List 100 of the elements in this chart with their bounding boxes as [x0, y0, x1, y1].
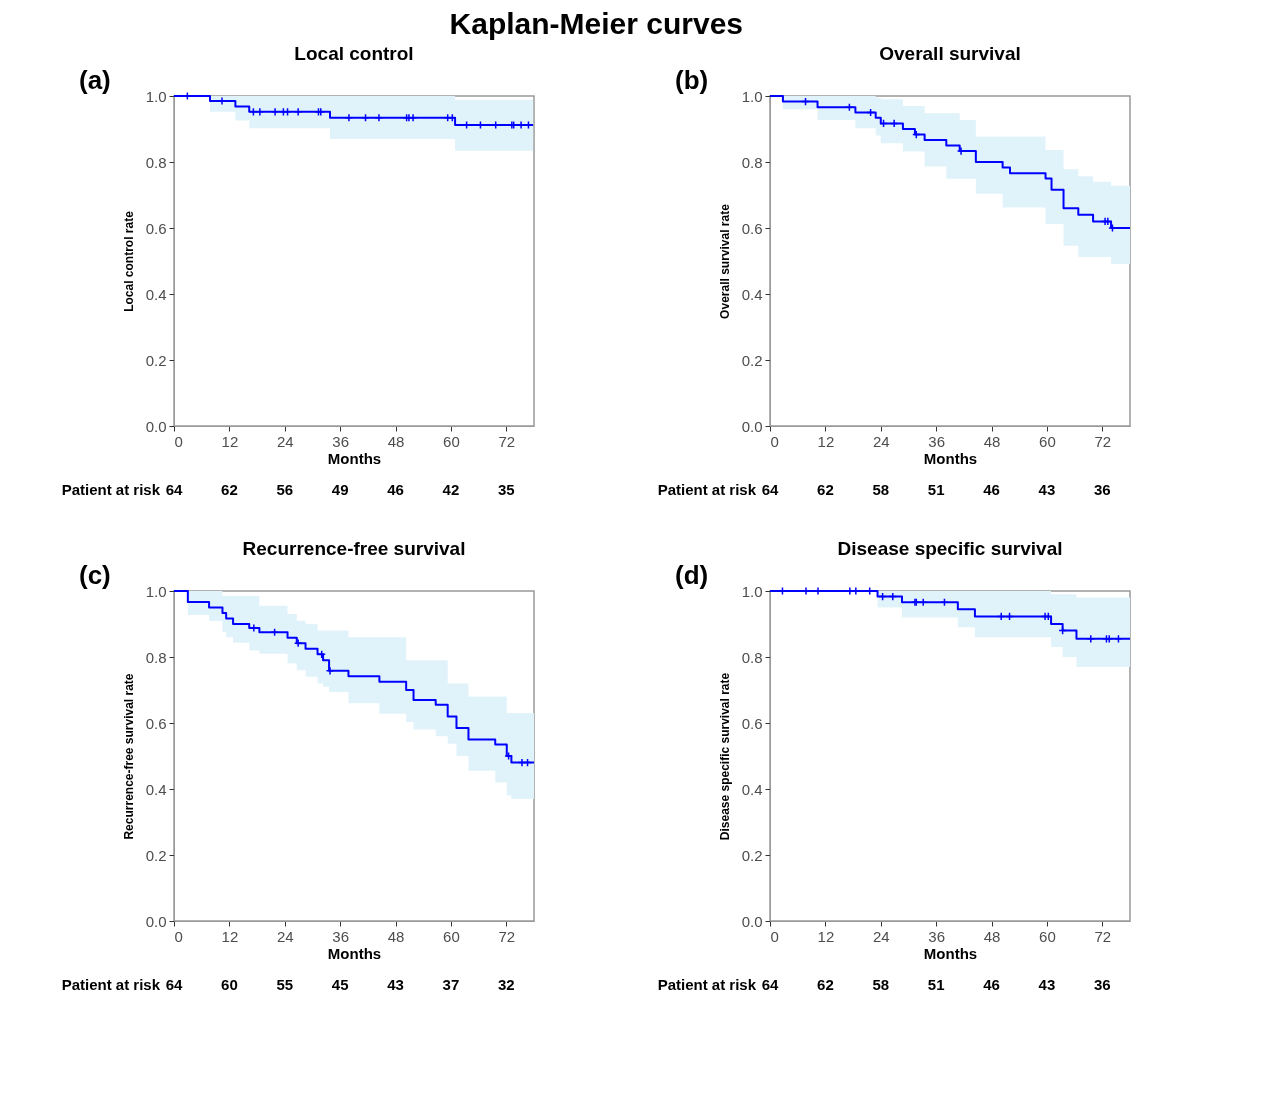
y-tick-label: 0.4 — [741, 780, 763, 798]
x-tick-label: 36 — [928, 432, 945, 450]
text: 49 — [331, 481, 349, 498]
x-tick-label: 12 — [817, 432, 835, 450]
x-tick-label: 72 — [498, 432, 516, 450]
text: 58 — [872, 976, 890, 993]
y-tick-label: 0.4 — [741, 285, 763, 303]
text: 32 — [497, 976, 515, 993]
text: Kaplan-Meier curves — [449, 7, 744, 41]
text: 46 — [387, 481, 404, 498]
chart-title: Disease specific survival — [837, 538, 1063, 559]
y-tick-label: 0.0 — [741, 417, 763, 435]
text: 58 — [872, 481, 890, 498]
x-tick-label: 48 — [387, 927, 405, 945]
y-tick-label: 0.8 — [741, 648, 763, 666]
x-tick-label: 48 — [983, 927, 1001, 945]
x-tick-label: 0 — [174, 432, 183, 450]
y-tick-label: 0.6 — [145, 219, 167, 237]
x-tick-label: 60 — [1039, 927, 1056, 945]
text: 64 — [165, 481, 183, 498]
text: 37 — [442, 976, 460, 993]
y-axis-title: Recurrence-free survival rate — [121, 673, 136, 840]
text: 43 — [1038, 976, 1056, 993]
text: Patient at risk — [657, 976, 757, 993]
y-axis-title: Local control rate — [121, 210, 136, 312]
text: 46 — [983, 481, 1000, 498]
text: Patient at risk — [657, 481, 757, 498]
text: (c) — [79, 560, 111, 590]
y-tick-label: 0.4 — [145, 780, 167, 798]
text: 43 — [1038, 481, 1056, 498]
y-tick-label: 0.6 — [741, 219, 763, 237]
y-tick-label: 0.8 — [145, 648, 167, 666]
text: 36 — [1093, 976, 1111, 993]
text: 43 — [387, 976, 404, 993]
x-tick-label: 24 — [872, 927, 890, 945]
x-tick-label: 36 — [332, 927, 349, 945]
x-tick-label: 60 — [1039, 432, 1056, 450]
x-tick-label: 36 — [332, 432, 349, 450]
x-tick-label: 60 — [443, 432, 460, 450]
x-tick-label: 0 — [174, 927, 183, 945]
text: 36 — [1093, 481, 1111, 498]
x-tick-label: 12 — [817, 927, 835, 945]
text: 35 — [497, 481, 515, 498]
y-tick-label: 0.0 — [145, 912, 167, 930]
x-tick-label: 24 — [276, 432, 294, 450]
x-tick-label: 24 — [872, 432, 890, 450]
text: Patient at risk — [61, 481, 161, 498]
y-tick-label: 1.0 — [741, 87, 763, 105]
x-axis-title: Months — [327, 944, 382, 962]
x-tick-label: 48 — [387, 432, 405, 450]
x-tick-label: 0 — [770, 927, 779, 945]
x-tick-label: 12 — [221, 432, 239, 450]
y-tick-label: 1.0 — [145, 87, 167, 105]
text: 51 — [927, 481, 945, 498]
text: 46 — [983, 976, 1000, 993]
chart-title: Local control — [294, 43, 414, 64]
text: 62 — [817, 481, 834, 498]
x-tick-label: 72 — [1094, 927, 1112, 945]
x-tick-label: 0 — [770, 432, 779, 450]
x-axis-title: Months — [923, 449, 978, 467]
x-tick-label: 48 — [983, 432, 1001, 450]
y-axis-title: Overall survival rate — [717, 203, 732, 319]
text: Patient at risk — [61, 976, 161, 993]
y-tick-label: 0.2 — [145, 846, 167, 864]
x-tick-label: 36 — [928, 927, 945, 945]
text: (b) — [675, 65, 709, 95]
y-tick-label: 1.0 — [145, 582, 167, 600]
text: 62 — [817, 976, 834, 993]
y-tick-label: 0.2 — [741, 846, 763, 864]
text: 60 — [221, 976, 238, 993]
y-tick-label: 1.0 — [741, 582, 763, 600]
y-tick-label: 0.2 — [145, 351, 167, 369]
y-tick-label: 0.0 — [741, 912, 763, 930]
text: 64 — [761, 481, 779, 498]
y-tick-label: 0.4 — [145, 285, 167, 303]
text: 62 — [221, 481, 238, 498]
y-axis-title: Disease specific survival rate — [717, 672, 732, 841]
y-tick-label: 0.6 — [741, 714, 763, 732]
chart-title: Overall survival — [879, 43, 1021, 64]
text: (a) — [79, 65, 111, 95]
text: 45 — [331, 976, 349, 993]
y-tick-label: 0.8 — [145, 153, 167, 171]
text: 42 — [442, 481, 460, 498]
y-tick-label: 0.8 — [741, 153, 763, 171]
x-axis-title: Months — [923, 944, 978, 962]
x-axis-title: Months — [327, 449, 382, 467]
x-tick-label: 12 — [221, 927, 239, 945]
text: 64 — [165, 976, 183, 993]
x-tick-label: 72 — [498, 927, 516, 945]
text: 56 — [276, 481, 294, 498]
x-tick-label: 60 — [443, 927, 460, 945]
y-tick-label: 0.2 — [741, 351, 763, 369]
y-tick-label: 0.0 — [145, 417, 167, 435]
x-tick-label: 24 — [276, 927, 294, 945]
text: 51 — [927, 976, 945, 993]
chart-title: Recurrence-free survival — [242, 538, 466, 559]
text: 64 — [761, 976, 779, 993]
y-tick-label: 0.6 — [145, 714, 167, 732]
x-tick-label: 72 — [1094, 432, 1112, 450]
text: 55 — [276, 976, 294, 993]
